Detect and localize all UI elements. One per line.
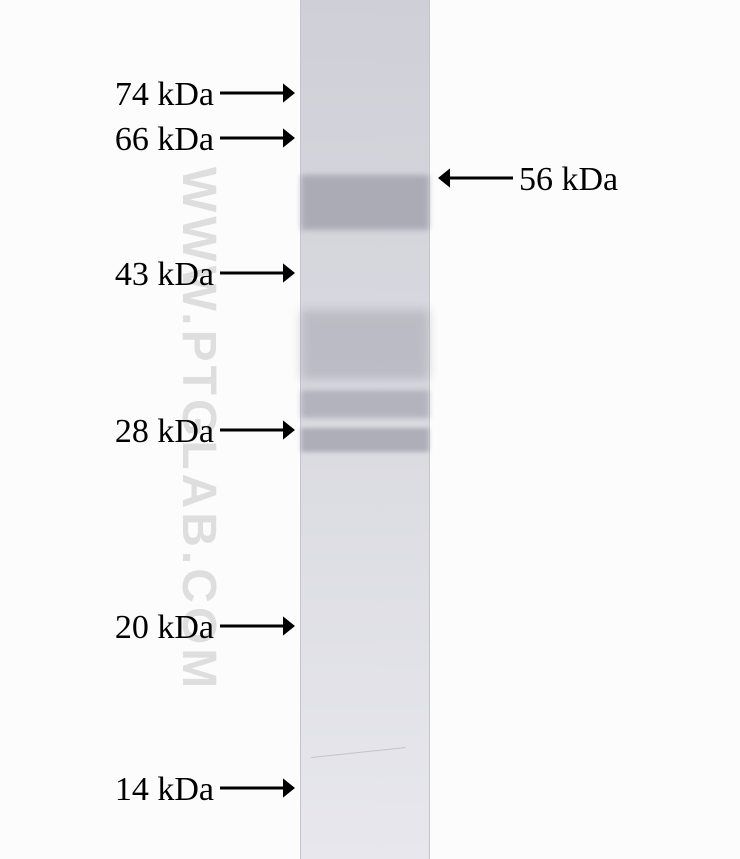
molecular-weight-marker: 66 kDa (0, 120, 295, 160)
target-band-marker: 56 kDa (438, 160, 618, 200)
marker-label: 66 kDa (0, 121, 220, 159)
arrow-right-icon (220, 773, 295, 808)
molecular-weight-marker: 43 kDa (0, 255, 295, 295)
marker-label: 74 kDa (0, 76, 220, 114)
gel-band (301, 310, 429, 380)
target-label: 56 kDa (513, 161, 618, 199)
gel-figure: WWW.PTGLAB.COM 74 kDa 66 kDa 43 kDa 28 k… (0, 0, 740, 859)
arrow-right-icon (220, 258, 295, 293)
arrow-right-icon (220, 78, 295, 113)
marker-label: 28 kDa (0, 413, 220, 451)
marker-label: 43 kDa (0, 256, 220, 294)
marker-label: 14 kDa (0, 771, 220, 809)
molecular-weight-marker: 74 kDa (0, 75, 295, 115)
arrow-right-icon (220, 611, 295, 646)
gel-band (301, 428, 429, 452)
arrow-right-icon (220, 415, 295, 450)
gel-band (301, 175, 429, 230)
arrow-right-icon (220, 123, 295, 158)
arrow-left-icon (438, 163, 513, 198)
gel-lane (300, 0, 430, 859)
molecular-weight-marker: 14 kDa (0, 770, 295, 810)
molecular-weight-marker: 28 kDa (0, 412, 295, 452)
lane-defect-line (311, 747, 406, 758)
molecular-weight-marker: 20 kDa (0, 608, 295, 648)
gel-band (301, 390, 429, 418)
marker-label: 20 kDa (0, 609, 220, 647)
